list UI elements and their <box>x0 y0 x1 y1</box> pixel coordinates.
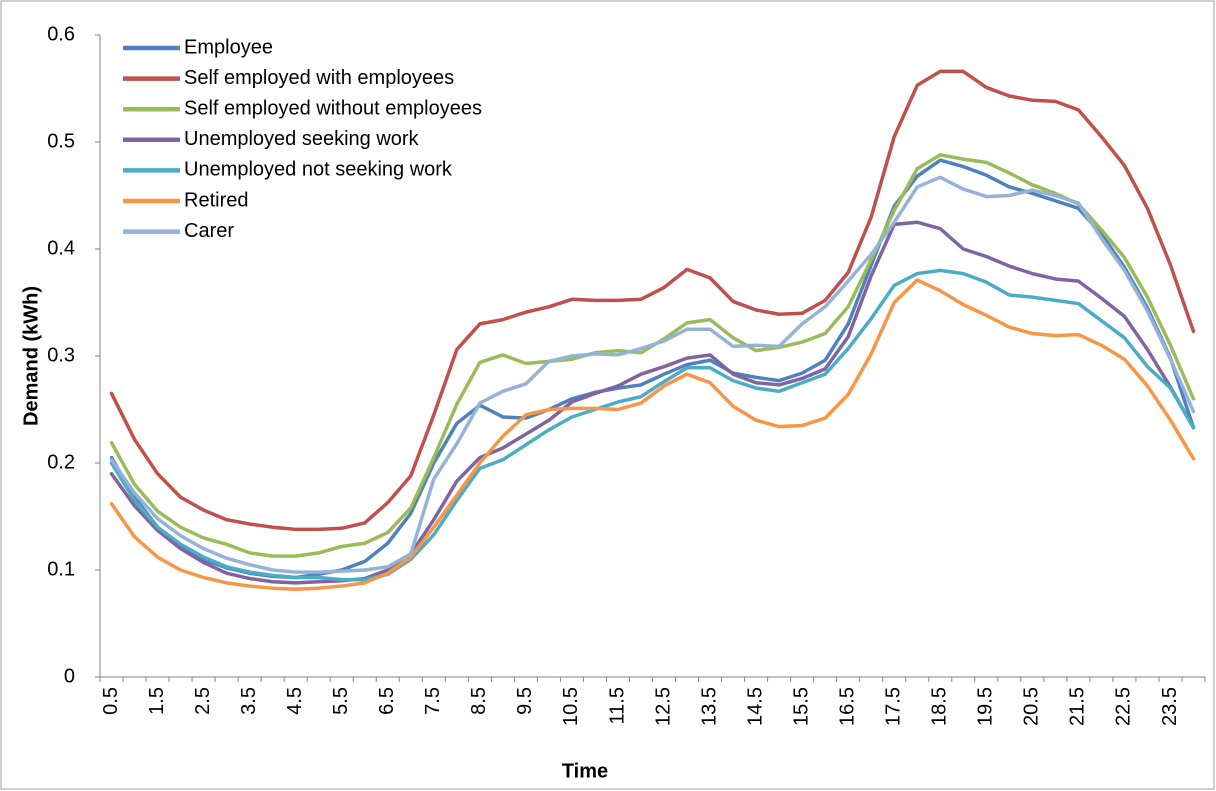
x-tick-label: 3.5 <box>238 687 260 715</box>
x-tick-label: 12.5 <box>652 687 674 726</box>
y-tick-label: 0.4 <box>47 237 75 259</box>
x-tick-label: 4.5 <box>284 687 306 715</box>
legend-label: Retired <box>184 189 248 211</box>
y-tick-label: 0.2 <box>47 451 75 473</box>
legend-label: Employee <box>184 36 273 58</box>
x-tick-label: 9.5 <box>514 687 536 715</box>
y-tick-label: 0.6 <box>47 23 75 45</box>
legend-label: Unemployed seeking work <box>184 128 420 150</box>
x-tick-label: 20.5 <box>1021 687 1043 726</box>
x-tick-label: 0.5 <box>100 687 122 715</box>
x-axis-title: Time <box>562 760 608 782</box>
x-tick-label: 15.5 <box>790 687 812 726</box>
x-tick-label: 7.5 <box>422 687 444 715</box>
series-line <box>109 268 1196 582</box>
y-tick-label: 0.5 <box>47 130 75 152</box>
x-tick-label: 16.5 <box>836 687 858 726</box>
series-line <box>109 278 1196 592</box>
legend-label: Self employed without employees <box>184 97 482 119</box>
x-tick-label: 19.5 <box>975 687 997 726</box>
legend-label: Unemployed not seeking work <box>184 159 453 181</box>
x-tick-label: 8.5 <box>468 687 490 715</box>
legend-label: Self employed with employees <box>184 67 454 89</box>
y-tick-label: 0 <box>64 665 75 687</box>
x-tick-label: 13.5 <box>698 687 720 726</box>
x-tick-label: 23.5 <box>1159 687 1181 726</box>
x-tick-label: 11.5 <box>606 687 628 724</box>
x-tick-label: 2.5 <box>192 687 214 715</box>
x-tick-label: 5.5 <box>330 687 352 715</box>
y-axis-title: Demand (kWh) <box>20 286 42 426</box>
y-tick-label: 0.3 <box>47 344 75 366</box>
x-tick-label: 22.5 <box>1113 687 1135 726</box>
series-line <box>109 175 1196 574</box>
x-tick-label: 21.5 <box>1067 687 1089 726</box>
x-tick-label: 6.5 <box>376 687 398 715</box>
x-tick-label: 18.5 <box>929 687 951 726</box>
x-tick-label: 17.5 <box>883 687 905 726</box>
x-tick-label: 14.5 <box>744 687 766 726</box>
series-line <box>109 220 1196 585</box>
x-tick-label: 1.5 <box>146 687 168 715</box>
series-line <box>109 69 1196 532</box>
x-tick-label: 10.5 <box>560 687 582 726</box>
y-tick-label: 0.1 <box>47 558 75 580</box>
legend-label: Carer <box>184 220 234 242</box>
